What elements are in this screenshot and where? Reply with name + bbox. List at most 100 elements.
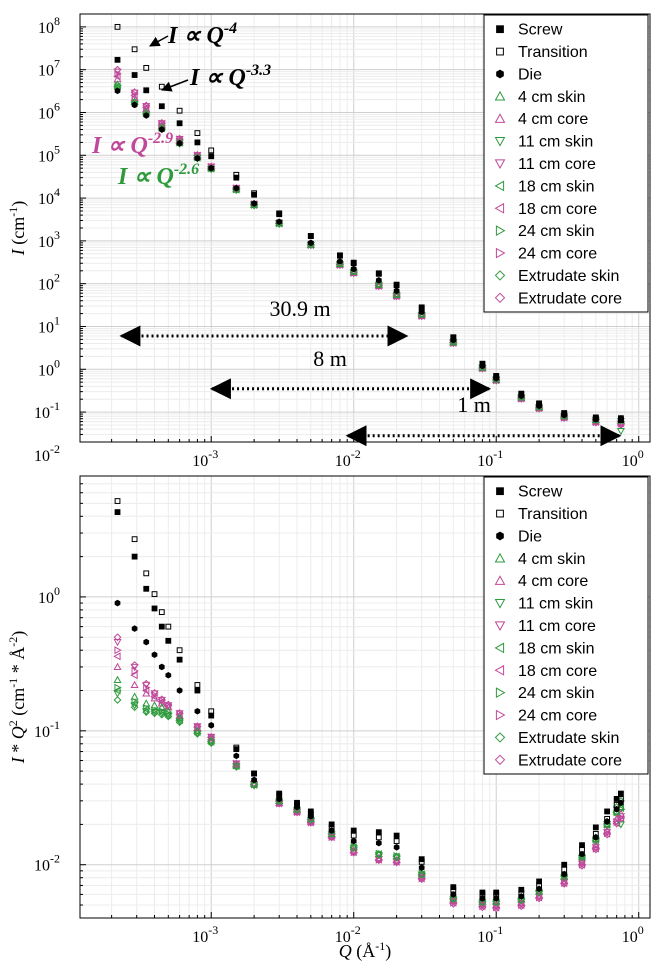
data-point — [157, 710, 166, 718]
data-point — [131, 72, 138, 78]
data-point — [592, 830, 599, 837]
data-point — [208, 721, 215, 729]
data-point — [130, 702, 139, 710]
legend-marker — [494, 575, 506, 585]
legend-item: 18 cm core — [494, 201, 597, 218]
data-point — [292, 807, 302, 815]
legend-box — [483, 476, 649, 775]
legend-marker — [494, 90, 506, 101]
bottom-y-axis-title: I * Q2 (cm-1 * Å-2) — [6, 631, 29, 764]
data-point — [142, 104, 151, 113]
data-point — [612, 814, 621, 822]
data-point — [328, 827, 335, 834]
data-point — [618, 415, 624, 422]
legend-item: Extrudate core — [494, 290, 622, 307]
legend-marker — [494, 621, 506, 632]
legend-item: 18 cm core — [494, 663, 597, 680]
data-point — [561, 410, 568, 416]
data-point — [560, 876, 569, 884]
data-point — [392, 291, 401, 299]
top-legend: Screw Transition Die 4 cm skin 4 cm core 11 c… — [483, 14, 649, 313]
data-point — [518, 390, 525, 397]
legend-item: Screw — [496, 22, 563, 39]
x-tick-label: 10-2 — [335, 447, 361, 470]
data-point — [592, 834, 599, 841]
legend-box — [483, 14, 649, 313]
y-tick-label: 10-2 — [34, 852, 60, 875]
data-point — [150, 709, 159, 717]
data-point — [208, 712, 215, 719]
data-point — [561, 861, 568, 868]
data-point — [276, 795, 283, 803]
data-point — [158, 623, 165, 630]
legend-label: 11 cm skin — [518, 134, 593, 151]
data-point — [142, 708, 151, 716]
y-tick-label: 10-1 — [34, 718, 60, 741]
legend-marker — [494, 180, 505, 192]
legend-marker — [496, 487, 504, 496]
data-point — [233, 752, 240, 760]
data-point — [114, 509, 121, 516]
x-tick-label: 100 — [622, 447, 644, 470]
data-point — [164, 712, 173, 720]
x-tick-label: 100 — [622, 923, 644, 946]
data-point — [208, 164, 215, 172]
data-point — [158, 126, 165, 133]
data-point — [350, 259, 357, 266]
legend-label: 24 cm skin — [518, 223, 594, 240]
data-point — [113, 80, 122, 88]
data-point — [113, 652, 121, 661]
data-point — [492, 900, 501, 909]
y-tick-label: 100 — [38, 356, 60, 379]
legend-item: 18 cm skin — [494, 178, 594, 195]
data-point — [417, 310, 426, 318]
data-point — [158, 103, 165, 110]
data-point — [194, 682, 201, 688]
data-point — [307, 808, 314, 815]
legend-label: 4 cm skin — [518, 551, 586, 568]
legend-label: 18 cm core — [518, 201, 597, 218]
data-point — [131, 101, 138, 109]
data-point — [374, 849, 383, 858]
legend-marker — [494, 642, 505, 654]
data-point — [613, 796, 620, 802]
legend-label: Transition — [518, 506, 588, 523]
data-point — [577, 857, 587, 865]
data-point — [131, 697, 139, 706]
legend-item: 24 cm skin — [495, 685, 594, 702]
legend-marker — [494, 599, 506, 609]
data-point — [375, 270, 382, 277]
legend-marker — [496, 47, 504, 56]
y-tick-label: 10-1 — [34, 399, 60, 422]
data-point — [417, 869, 426, 878]
data-point — [450, 884, 457, 891]
y-tick-label: 104 — [38, 185, 60, 208]
legend-item: Die — [496, 528, 542, 545]
data-point — [250, 779, 259, 788]
data-point — [392, 852, 401, 860]
data-point — [493, 889, 500, 896]
data-point — [328, 821, 335, 828]
legend-label: Screw — [518, 484, 563, 501]
data-point — [276, 790, 283, 797]
bottom-legend: Screw Transition Die 4 cm skin 4 cm core 11 c… — [483, 476, 649, 775]
data-point — [164, 703, 173, 711]
legend-item: 18 cm skin — [494, 640, 594, 657]
data-point — [193, 723, 202, 732]
data-point — [592, 824, 599, 831]
data-point — [130, 692, 139, 700]
legend-label: Extrudate skin — [518, 268, 619, 285]
data-point — [251, 200, 257, 207]
data-point — [392, 290, 401, 298]
data-point — [392, 856, 401, 864]
data-point — [418, 856, 425, 863]
data-point — [418, 304, 425, 311]
data-point — [393, 838, 400, 845]
data-point — [251, 776, 257, 784]
data-point — [350, 827, 357, 834]
power-law-annotation-q2-9: I ∝ Q-2.9 — [91, 130, 173, 159]
top-y-axis-title: I (cm-1) — [6, 201, 29, 256]
data-point — [604, 815, 611, 822]
data-point — [165, 637, 172, 644]
data-point — [131, 625, 138, 632]
